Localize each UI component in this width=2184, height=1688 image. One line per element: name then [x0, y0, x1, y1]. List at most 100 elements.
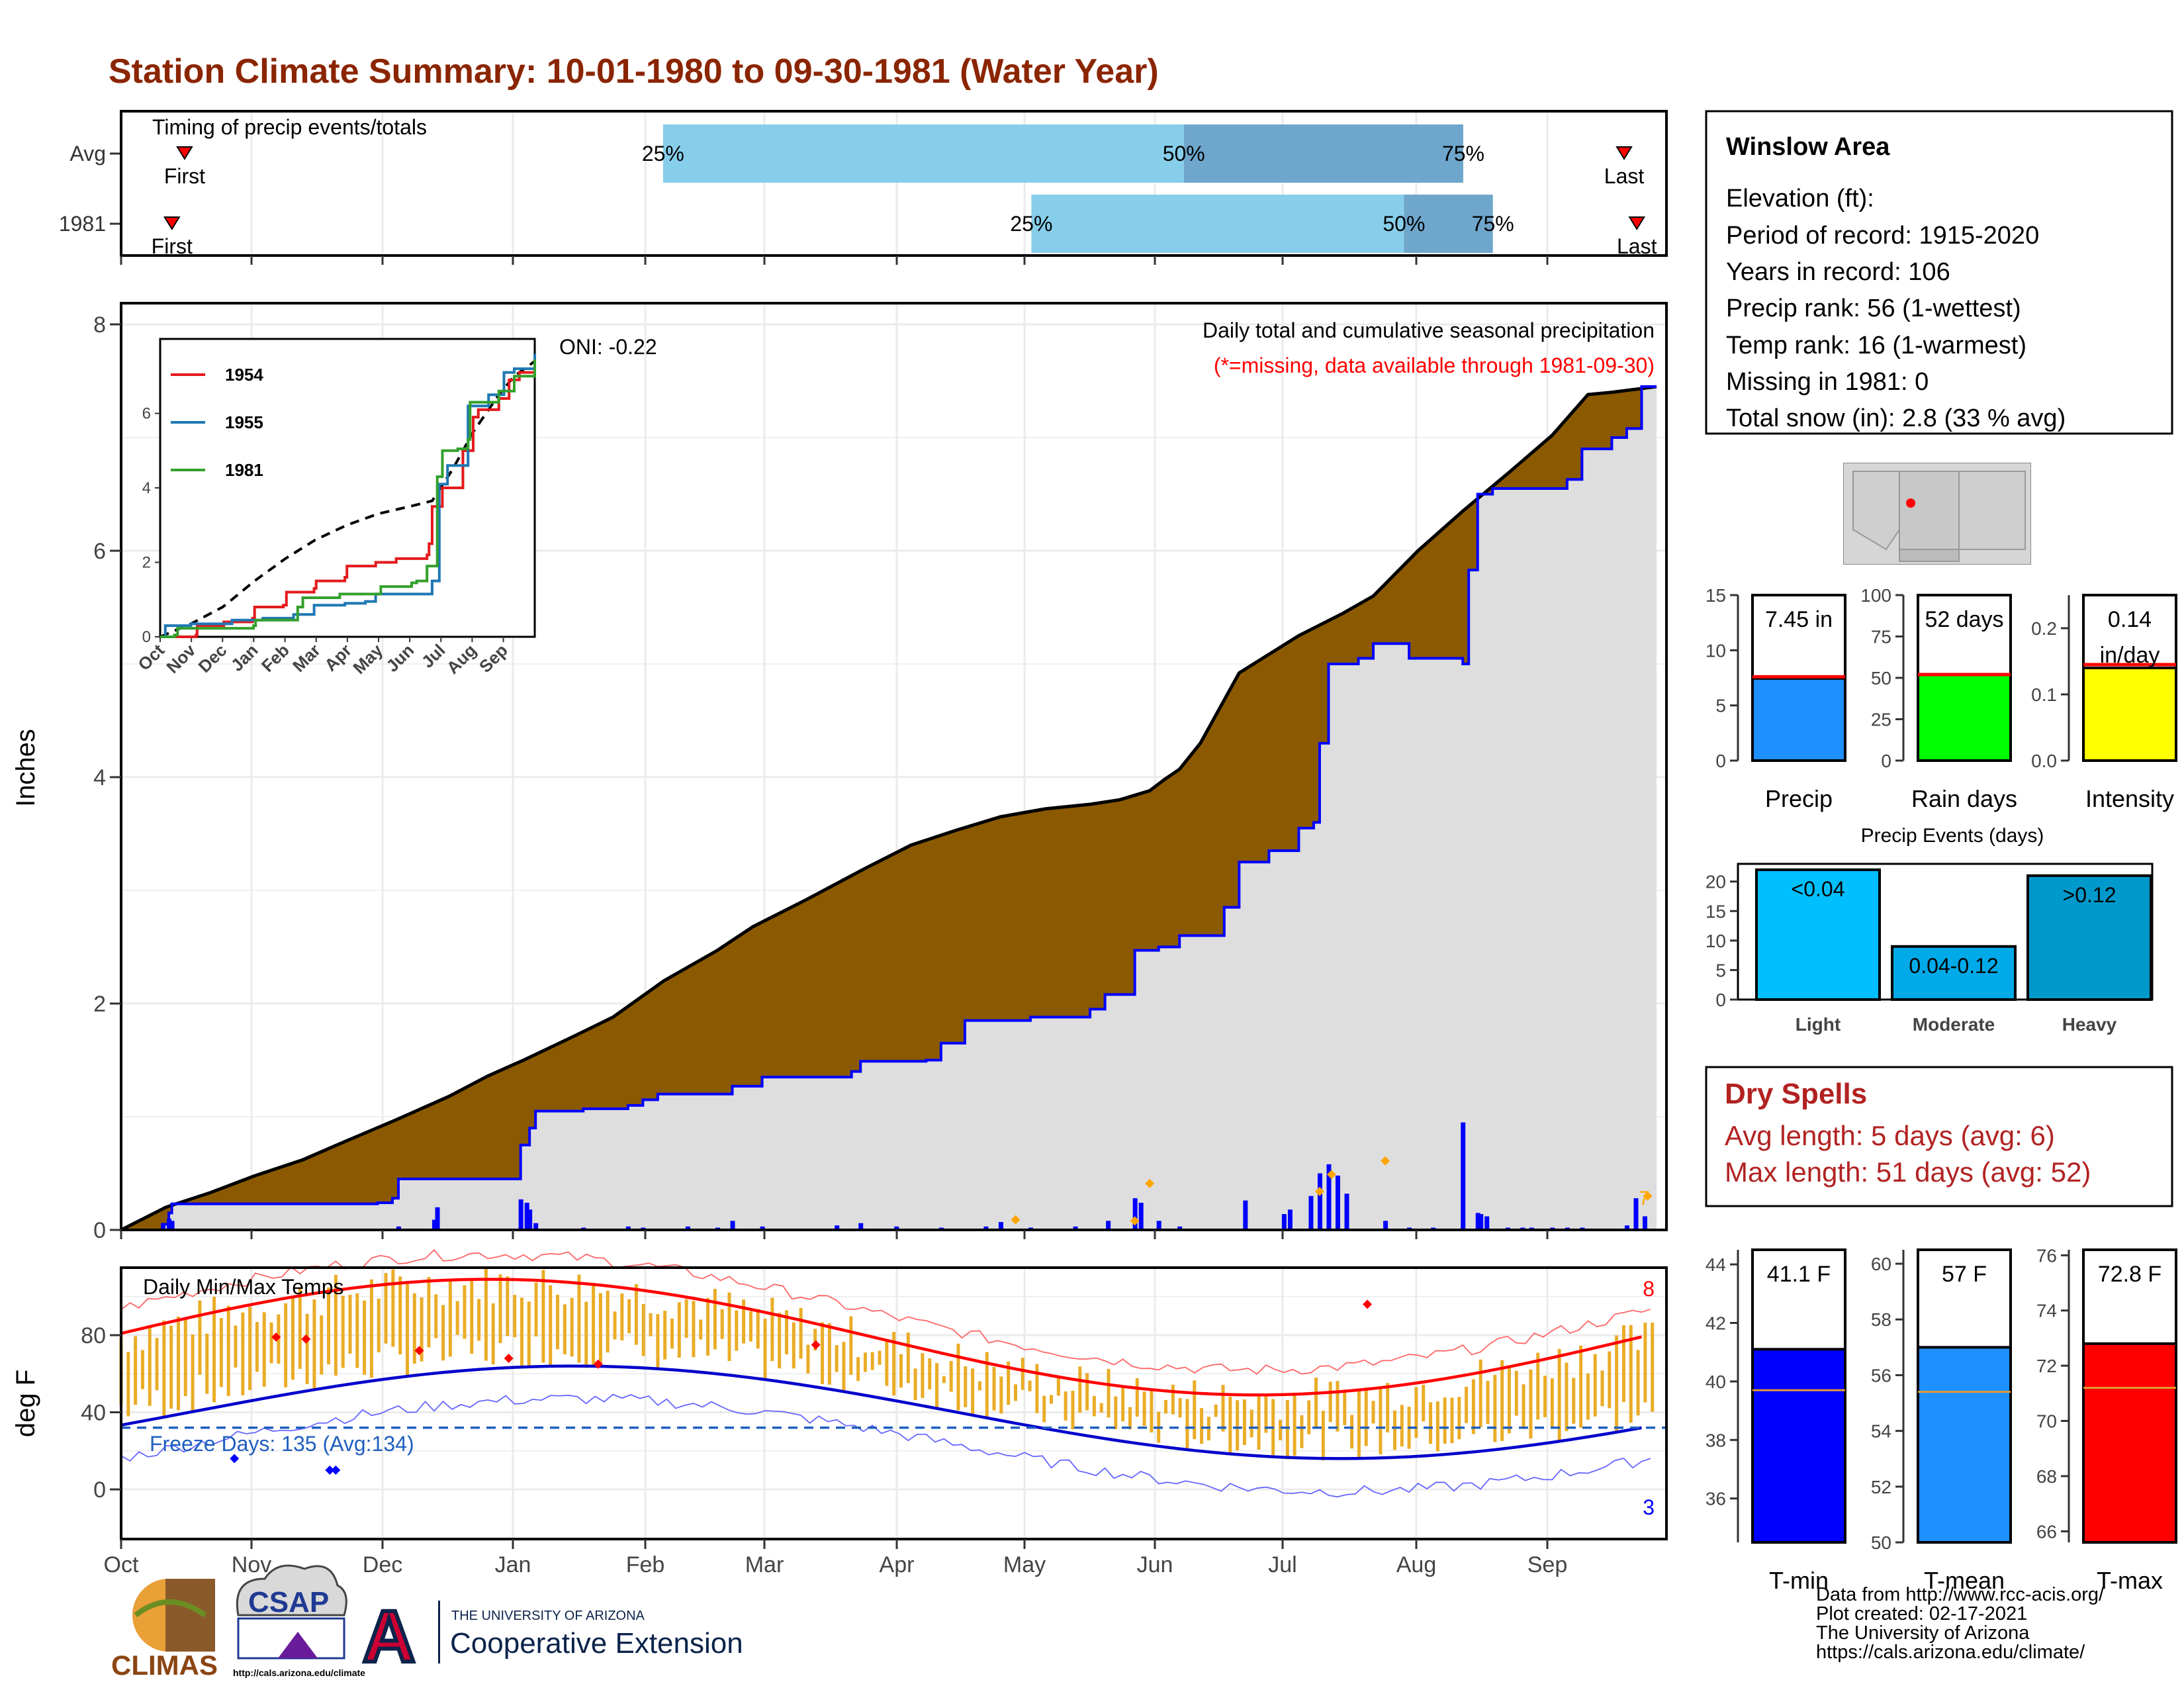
daily-temp-bar [398, 1276, 402, 1355]
daily-temp-bar [598, 1293, 602, 1364]
temp-plot-bg [121, 1268, 1666, 1539]
daily-temp-bar [906, 1333, 910, 1383]
daily-temp-bar [1371, 1401, 1375, 1424]
events-category-label: Heavy [2062, 1014, 2117, 1035]
daily-temp-bar [1035, 1364, 1039, 1413]
month-tick-label: Jun [1137, 1552, 1173, 1577]
events-bar [1891, 945, 2017, 1001]
stat-value-label: 41.1 F [1767, 1262, 1831, 1287]
daily-precip-bar [835, 1225, 840, 1230]
daily-temp-bar [226, 1305, 230, 1396]
daily-precip-bar [1624, 1225, 1629, 1230]
daily-temp-bar [1013, 1384, 1017, 1401]
stat-y-tick-label: 38 [1706, 1430, 1726, 1450]
precip-marker [1326, 1170, 1336, 1180]
daily-precip-bar [1461, 1122, 1466, 1230]
daily-temp-bar [434, 1294, 438, 1338]
daily-temp-bar [1300, 1415, 1304, 1448]
daily-temp-bar [763, 1319, 767, 1379]
inset-legend-label: 1955 [225, 412, 263, 432]
temperature-chart: Freeze Days: 135 (Avg:134) Daily Min/Max … [11, 1248, 1668, 1577]
daily-temp-bar [592, 1283, 596, 1365]
daily-temp-bar [1507, 1366, 1511, 1434]
stat-value-label: 7.45 in [1765, 607, 1833, 632]
daily-temp-bar [155, 1338, 159, 1391]
daily-temp-bar [1615, 1335, 1619, 1431]
daily-temp-bar [821, 1322, 825, 1384]
daily-temp-bar [1479, 1359, 1482, 1428]
daily-precip-bar [998, 1222, 1003, 1230]
timing-row-label: 1981 [59, 212, 106, 236]
daily-temp-bar [1236, 1400, 1240, 1450]
stat-y-tick-label: 50 [1871, 1532, 1891, 1553]
daily-temp-bar [756, 1309, 760, 1349]
daily-temp-bar [870, 1352, 874, 1370]
temp-y-axis-label: deg F [11, 1370, 40, 1437]
daily-temp-bar [169, 1325, 173, 1409]
daily-precip-bar [1243, 1200, 1248, 1230]
stat-bar [1917, 1346, 2012, 1544]
daily-temp-bar [183, 1319, 187, 1397]
locator-map [1843, 463, 2031, 565]
stat-value-label: in/day [2100, 643, 2160, 668]
daily-temp-bar [334, 1274, 338, 1376]
daily-temp-bar [312, 1299, 316, 1388]
daily-temp-bar [1629, 1325, 1633, 1423]
first-event-label: First [164, 164, 205, 188]
precip-marker [1011, 1215, 1021, 1225]
daily-precip-bar [1138, 1202, 1144, 1230]
station-name: Winslow Area [1726, 133, 1890, 161]
daily-temp-bar [1078, 1366, 1082, 1413]
missing-count-label: 7 [1639, 1188, 1650, 1209]
daily-temp-bar [856, 1357, 860, 1382]
timing-p25-label: 25% [642, 142, 684, 165]
stat-category-label: Precip [1765, 785, 1833, 812]
daily-temp-bar [999, 1376, 1003, 1414]
timing-bar-50-75 [1404, 195, 1493, 253]
daily-temp-bar [427, 1277, 431, 1348]
daily-temp-bar [191, 1334, 195, 1412]
stat-y-tick-label: 60 [1871, 1254, 1891, 1274]
timing-row-label: Avg [69, 142, 106, 165]
daily-temp-bar [1522, 1384, 1525, 1429]
daily-temp-bar [792, 1322, 796, 1369]
inset-y-tick-label: 6 [142, 405, 151, 423]
daily-temp-bar [1608, 1351, 1612, 1409]
daily-temp-bar [1107, 1368, 1111, 1418]
daily-temp-bar [1200, 1408, 1204, 1444]
stat-category-label: T-mean [1924, 1567, 2005, 1594]
stat-y-tick-label: 75 [1871, 627, 1891, 647]
stat-y-tick-label: 74 [2036, 1301, 2057, 1321]
daily-precip-bar [518, 1199, 523, 1230]
daily-temp-bar [534, 1282, 538, 1336]
daily-temp-bar [692, 1301, 696, 1358]
credit-plot-date: Plot created: 02-17-2021 [1816, 1603, 2027, 1624]
daily-temp-bar [255, 1322, 259, 1372]
daily-temp-bar [1092, 1395, 1096, 1417]
daily-temp-bar [992, 1366, 996, 1411]
daily-precip-bar [1344, 1194, 1349, 1230]
daily-temp-bar [1457, 1397, 1461, 1440]
daily-temp-bar [1486, 1381, 1490, 1424]
daily-precip-bar [983, 1226, 989, 1230]
daily-temp-bar [1242, 1399, 1246, 1445]
daily-precip-bar [1642, 1216, 1647, 1230]
events-y-tick-label: 10 [1706, 931, 1726, 951]
station-info-box: Winslow Area Elevation (ft): Period of r… [1705, 110, 2173, 435]
record-high-marker [1363, 1299, 1373, 1309]
daily-temp-bar [484, 1266, 488, 1361]
daily-temp-bar [1099, 1403, 1103, 1413]
temp-y-tick-label: 40 [81, 1401, 106, 1426]
daily-temp-bar [1171, 1384, 1175, 1415]
events-bar-label: >0.12 [2063, 883, 2116, 907]
stat-y-tick-label: 52 [1871, 1477, 1891, 1497]
daily-temp-bar [1064, 1391, 1068, 1421]
daily-temp-bar [670, 1318, 674, 1349]
daily-precip-bar [625, 1226, 631, 1230]
daily-temp-bar [842, 1342, 846, 1393]
precip-y-tick-label: 2 [93, 992, 106, 1017]
csap-logo: CSAP http://cals.arizona.edu/climate [233, 1564, 365, 1678]
daily-temp-bar [463, 1285, 467, 1339]
station-period: Period of record: 1915-2020 [1726, 222, 2039, 250]
climas-logo-text: CLIMAS [111, 1650, 218, 1681]
